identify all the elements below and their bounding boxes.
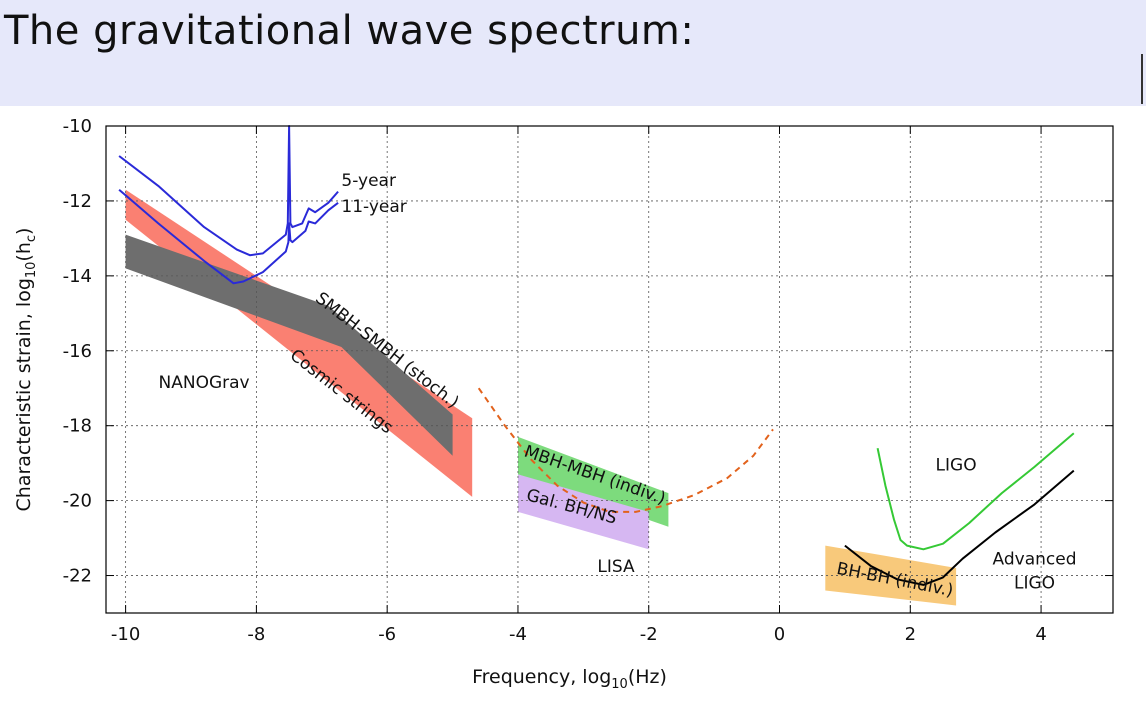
ticks-layer: -10 -8 -6 -4 -2 0 2 4-10-12-14-16-18-20-22 [63,116,1113,645]
annotation-advanced: Advanced [993,549,1077,569]
series-layer [118,125,1075,586]
grid-layer [106,125,1113,613]
series-ligo [876,432,1075,551]
annotation-nanograv: NANOGrav [159,373,250,393]
annotation-ligo: LIGO [1014,574,1055,594]
annotation-5-year: 5-year [341,171,396,191]
series-advanced-ligo [844,469,1075,586]
x-tick-label: -8 [247,624,265,645]
x-tick-label: -6 [378,624,396,645]
region-gal-bh-ns [518,474,649,550]
y-axis-label-close: ) [13,228,35,235]
x-tick-label: 0 [774,624,785,645]
region-smbh-smbh-stoch [125,234,453,456]
chart-area: -10 -8 -6 -4 -2 0 2 4 -10 -12 -14 -16 -18 -20 -22 5-ye… [0,106,1146,702]
window-edge [1141,54,1143,104]
x-tick-label: -4 [509,624,527,645]
series-11-year [118,188,339,285]
series-5-year [118,125,339,257]
slide-header: The gravitational wave spectrum: [0,0,1146,106]
x-axis-label: Frequency, log10(Hz) [472,666,667,692]
y-tick-label: -12 [63,191,92,212]
annotation-ligo: LIGO [936,456,977,476]
y-axis-label-sub2: c [24,235,39,242]
y-tick-label: -18 [63,416,92,437]
y-tick-label: -20 [63,491,92,512]
y-axis-label: Characteristic strain, log10(hc) [13,228,39,512]
x-tick-label: 4 [1035,624,1046,645]
y-axis-label-main: Characteristic strain, log [13,278,35,511]
annotation-11-year: 11-year [341,197,406,217]
x-axis-label-main: Frequency, log [472,666,611,688]
y-tick-label: -22 [63,566,92,587]
series-lisa [477,387,774,513]
x-tick-label: -10 [111,624,140,645]
x-tick-label: -2 [640,624,658,645]
y-axis-label-paren: (h [13,242,35,261]
plot-frame [105,125,1114,614]
y-tick-label: -10 [63,116,92,137]
annotation-lisa: LISA [597,557,635,577]
x-axis-label-unit: (Hz) [628,666,667,688]
x-axis-label-sub: 10 [611,677,628,692]
y-tick-label: -14 [63,266,92,287]
y-axis-label-sub: 10 [24,262,39,279]
slide-title: The gravitational wave spectrum: [4,8,695,54]
regions-layer [125,189,957,606]
region-mbh-mbh-indiv [518,436,669,527]
x-tick-label: 2 [905,624,916,645]
gw-spectrum-chart: -10 -8 -6 -4 -2 0 2 4-10-12-14-16-18-20-22 5-ye… [13,116,1114,692]
y-tick-label: -16 [63,341,92,362]
